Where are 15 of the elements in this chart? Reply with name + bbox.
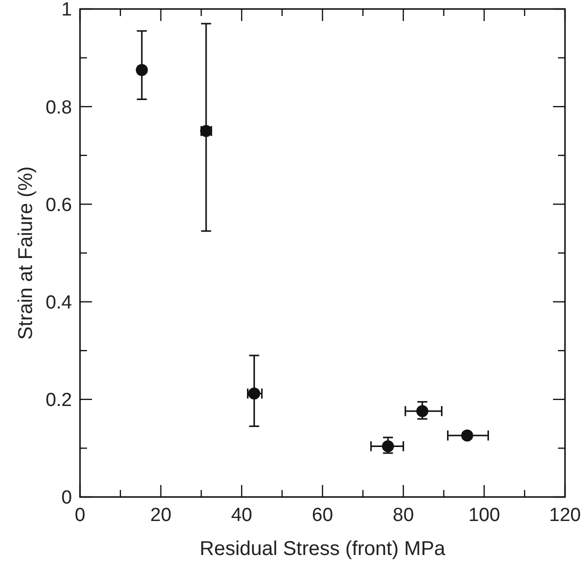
- x-tick-label: 80: [392, 505, 414, 526]
- y-tick-label: 0.6: [46, 194, 72, 216]
- x-tick-label: 100: [468, 505, 500, 526]
- x-axis-title: Residual Stress (front) MPa: [200, 538, 446, 560]
- y-tick-label: 0: [61, 488, 72, 509]
- y-tick-label: 0.2: [46, 390, 72, 412]
- y-tick-label: 0.8: [46, 97, 72, 118]
- x-tick-label: 40: [231, 505, 252, 526]
- y-tick-label: 0.4: [46, 292, 72, 314]
- x-tick-label: 120: [549, 505, 581, 526]
- y-tick-label: 1: [61, 0, 72, 21]
- x-tick-label: 60: [312, 505, 334, 526]
- x-tick-label: 0: [74, 505, 86, 526]
- x-tick-label: 20: [150, 505, 172, 526]
- y-axis-title: Strain at Faiure (%): [15, 166, 37, 340]
